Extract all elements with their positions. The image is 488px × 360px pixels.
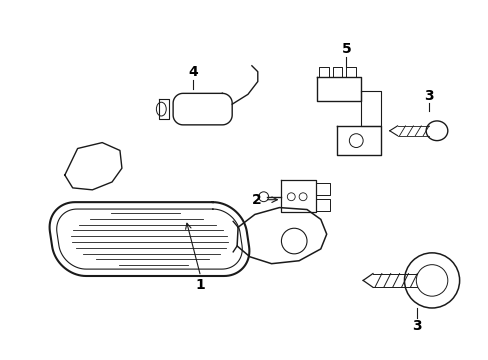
Text: 4: 4 [187, 65, 197, 79]
Text: 1: 1 [195, 278, 205, 292]
Text: 3: 3 [424, 89, 433, 103]
Text: 3: 3 [412, 319, 421, 333]
Text: 5: 5 [341, 42, 350, 56]
Text: 2: 2 [251, 193, 261, 207]
